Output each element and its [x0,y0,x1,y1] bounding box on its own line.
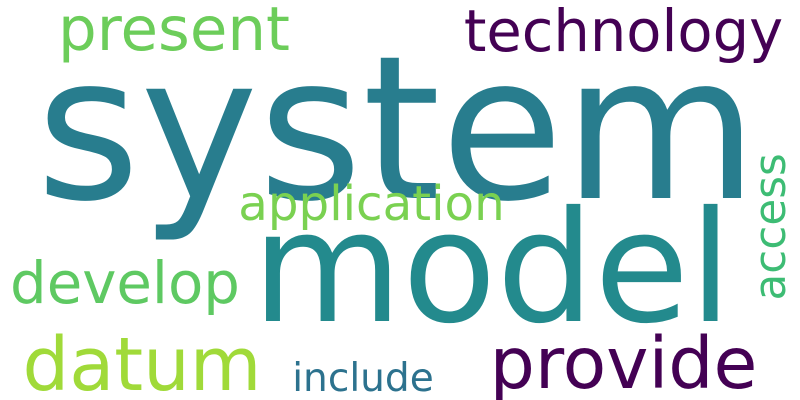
word-model: model [252,178,732,358]
word-present: present [58,0,290,66]
word-access: access [745,153,797,301]
word-technology: technology [463,0,784,66]
word-provide: provide [489,322,758,400]
word-develop: develop [10,249,240,318]
word-include: include [292,356,434,400]
word-datum: datum [22,323,262,400]
word-application: application [238,175,505,232]
word-system: system [36,14,758,247]
